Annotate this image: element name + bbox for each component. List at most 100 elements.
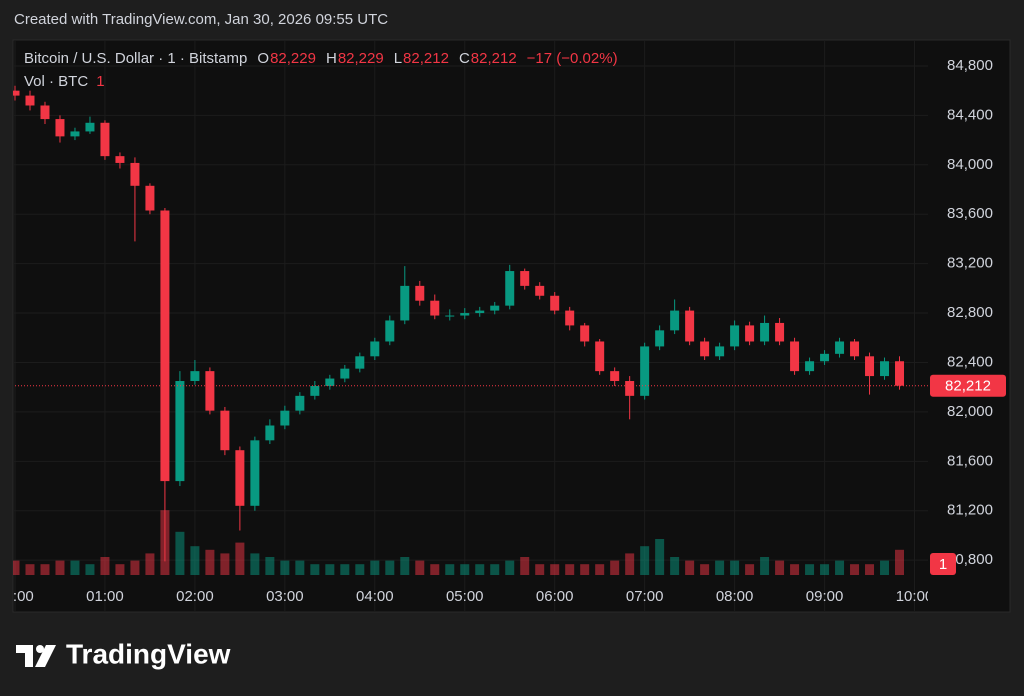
candle-body — [610, 371, 620, 382]
y-axis: 80,800 81,200 81,600 82,000 82,400 82,800 83,2… — [947, 57, 993, 568]
y-tick-label: 81,600 — [947, 452, 993, 469]
candle-body — [280, 410, 290, 426]
y-tick-label: 82,400 — [947, 353, 993, 370]
candle-body — [130, 162, 140, 186]
x-axis: 00:00 01:00 02:00 03:00 04:00 05:00 06:00 07:00… — [13, 588, 934, 605]
x-tick-label: 08:00 — [716, 588, 754, 605]
x-tick-label: 02:00 — [176, 588, 214, 605]
candle-body — [310, 385, 320, 396]
volume-bar — [115, 564, 125, 575]
candle-body — [325, 378, 335, 386]
volume-bar — [670, 557, 680, 575]
volume-bar — [805, 564, 815, 575]
volume-bar — [70, 560, 80, 575]
candle-body — [205, 371, 215, 411]
last-price-label: 82,212 — [945, 378, 991, 395]
volume-bar — [535, 564, 545, 575]
x-tick-label: 04:00 — [356, 588, 394, 605]
candle-body — [490, 305, 500, 311]
logo-mark — [16, 645, 33, 667]
legend-value: 82,229 — [338, 50, 384, 67]
volume-bar — [880, 560, 890, 575]
candle-body — [370, 341, 380, 357]
legend: Bitcoin / U.S. Dollar · 1 · Bitstamp O 82,… — [24, 50, 618, 90]
volume-bar — [520, 557, 530, 575]
volume-badge-label: 1 — [939, 556, 947, 573]
candle-body — [400, 285, 410, 321]
candle-body — [70, 131, 80, 137]
volume-bar — [385, 560, 395, 575]
volume-bar — [310, 564, 320, 575]
legend-key: H — [326, 50, 337, 67]
y-tick-label: 81,200 — [947, 502, 993, 519]
candle-body — [520, 271, 530, 286]
x-tick-label: 07:00 — [626, 588, 664, 605]
legend-change: −17 (−0.02%) — [527, 50, 618, 67]
y-tick-label: 84,800 — [947, 57, 993, 74]
logo-mark — [36, 645, 44, 653]
legend-key: O — [257, 50, 269, 67]
volume-value: 1 — [96, 73, 104, 90]
volume-bar — [595, 564, 605, 575]
volume-bar — [235, 542, 245, 575]
last-price-badge — [930, 374, 1006, 397]
candle-body — [865, 356, 875, 377]
candle-body — [895, 361, 905, 386]
volume-bar — [625, 553, 635, 575]
candle-body — [505, 271, 515, 306]
volume-bar — [265, 557, 275, 575]
legend-title: Bitcoin / U.S. Dollar · 1 · Bitstamp — [24, 50, 247, 67]
volume-bar — [355, 564, 365, 575]
candle-body — [160, 210, 170, 482]
candle-body — [13, 90, 20, 96]
volume-bar — [25, 564, 35, 575]
candle-body — [595, 341, 605, 372]
volume-bar — [460, 564, 470, 575]
volume-bar — [640, 546, 650, 575]
volume-bar — [250, 553, 260, 575]
candle-body — [565, 310, 575, 326]
y-tick-label: 82,800 — [947, 304, 993, 321]
candle-body — [445, 315, 455, 317]
volume-bar — [325, 564, 335, 575]
volume-bar — [580, 564, 590, 575]
volume-bar — [775, 560, 785, 575]
volume-bar — [610, 560, 620, 575]
candle-body — [625, 381, 635, 396]
legend-value: 82,212 — [471, 50, 517, 67]
volume-bar — [130, 560, 140, 575]
volume-bar — [505, 560, 515, 575]
candle-body — [55, 119, 65, 137]
y-tick-label: 80,800 — [947, 551, 993, 568]
candle-body — [265, 425, 275, 441]
candle-body — [235, 450, 245, 506]
candle-body — [745, 325, 755, 342]
candle-body — [550, 295, 560, 311]
volume-bar — [55, 560, 65, 575]
candle-body — [340, 368, 350, 379]
candle-body — [25, 95, 35, 106]
volume-bar — [220, 553, 230, 575]
legend-value: 82,229 — [270, 50, 316, 67]
volume-bar — [430, 564, 440, 575]
candle-body — [475, 310, 485, 314]
volume-bar — [445, 564, 455, 575]
candle-body — [685, 310, 695, 342]
volume-bar — [730, 560, 740, 575]
candle-body — [415, 285, 425, 301]
x-tick-label: 01:00 — [86, 588, 124, 605]
candle-body — [535, 285, 545, 296]
y-tick-label: 83,600 — [947, 205, 993, 222]
candle-body — [580, 325, 590, 342]
volume-bar — [490, 564, 500, 575]
candle-body — [760, 322, 770, 342]
legend-value: 82,212 — [403, 50, 449, 67]
volume-bar — [190, 546, 200, 575]
volume-bar — [895, 549, 905, 575]
volume-bar — [175, 531, 185, 575]
x-tick-label: 10:00 — [896, 588, 934, 605]
candle-body — [220, 410, 230, 451]
candle-body — [790, 341, 800, 372]
volume-bar — [400, 557, 410, 575]
